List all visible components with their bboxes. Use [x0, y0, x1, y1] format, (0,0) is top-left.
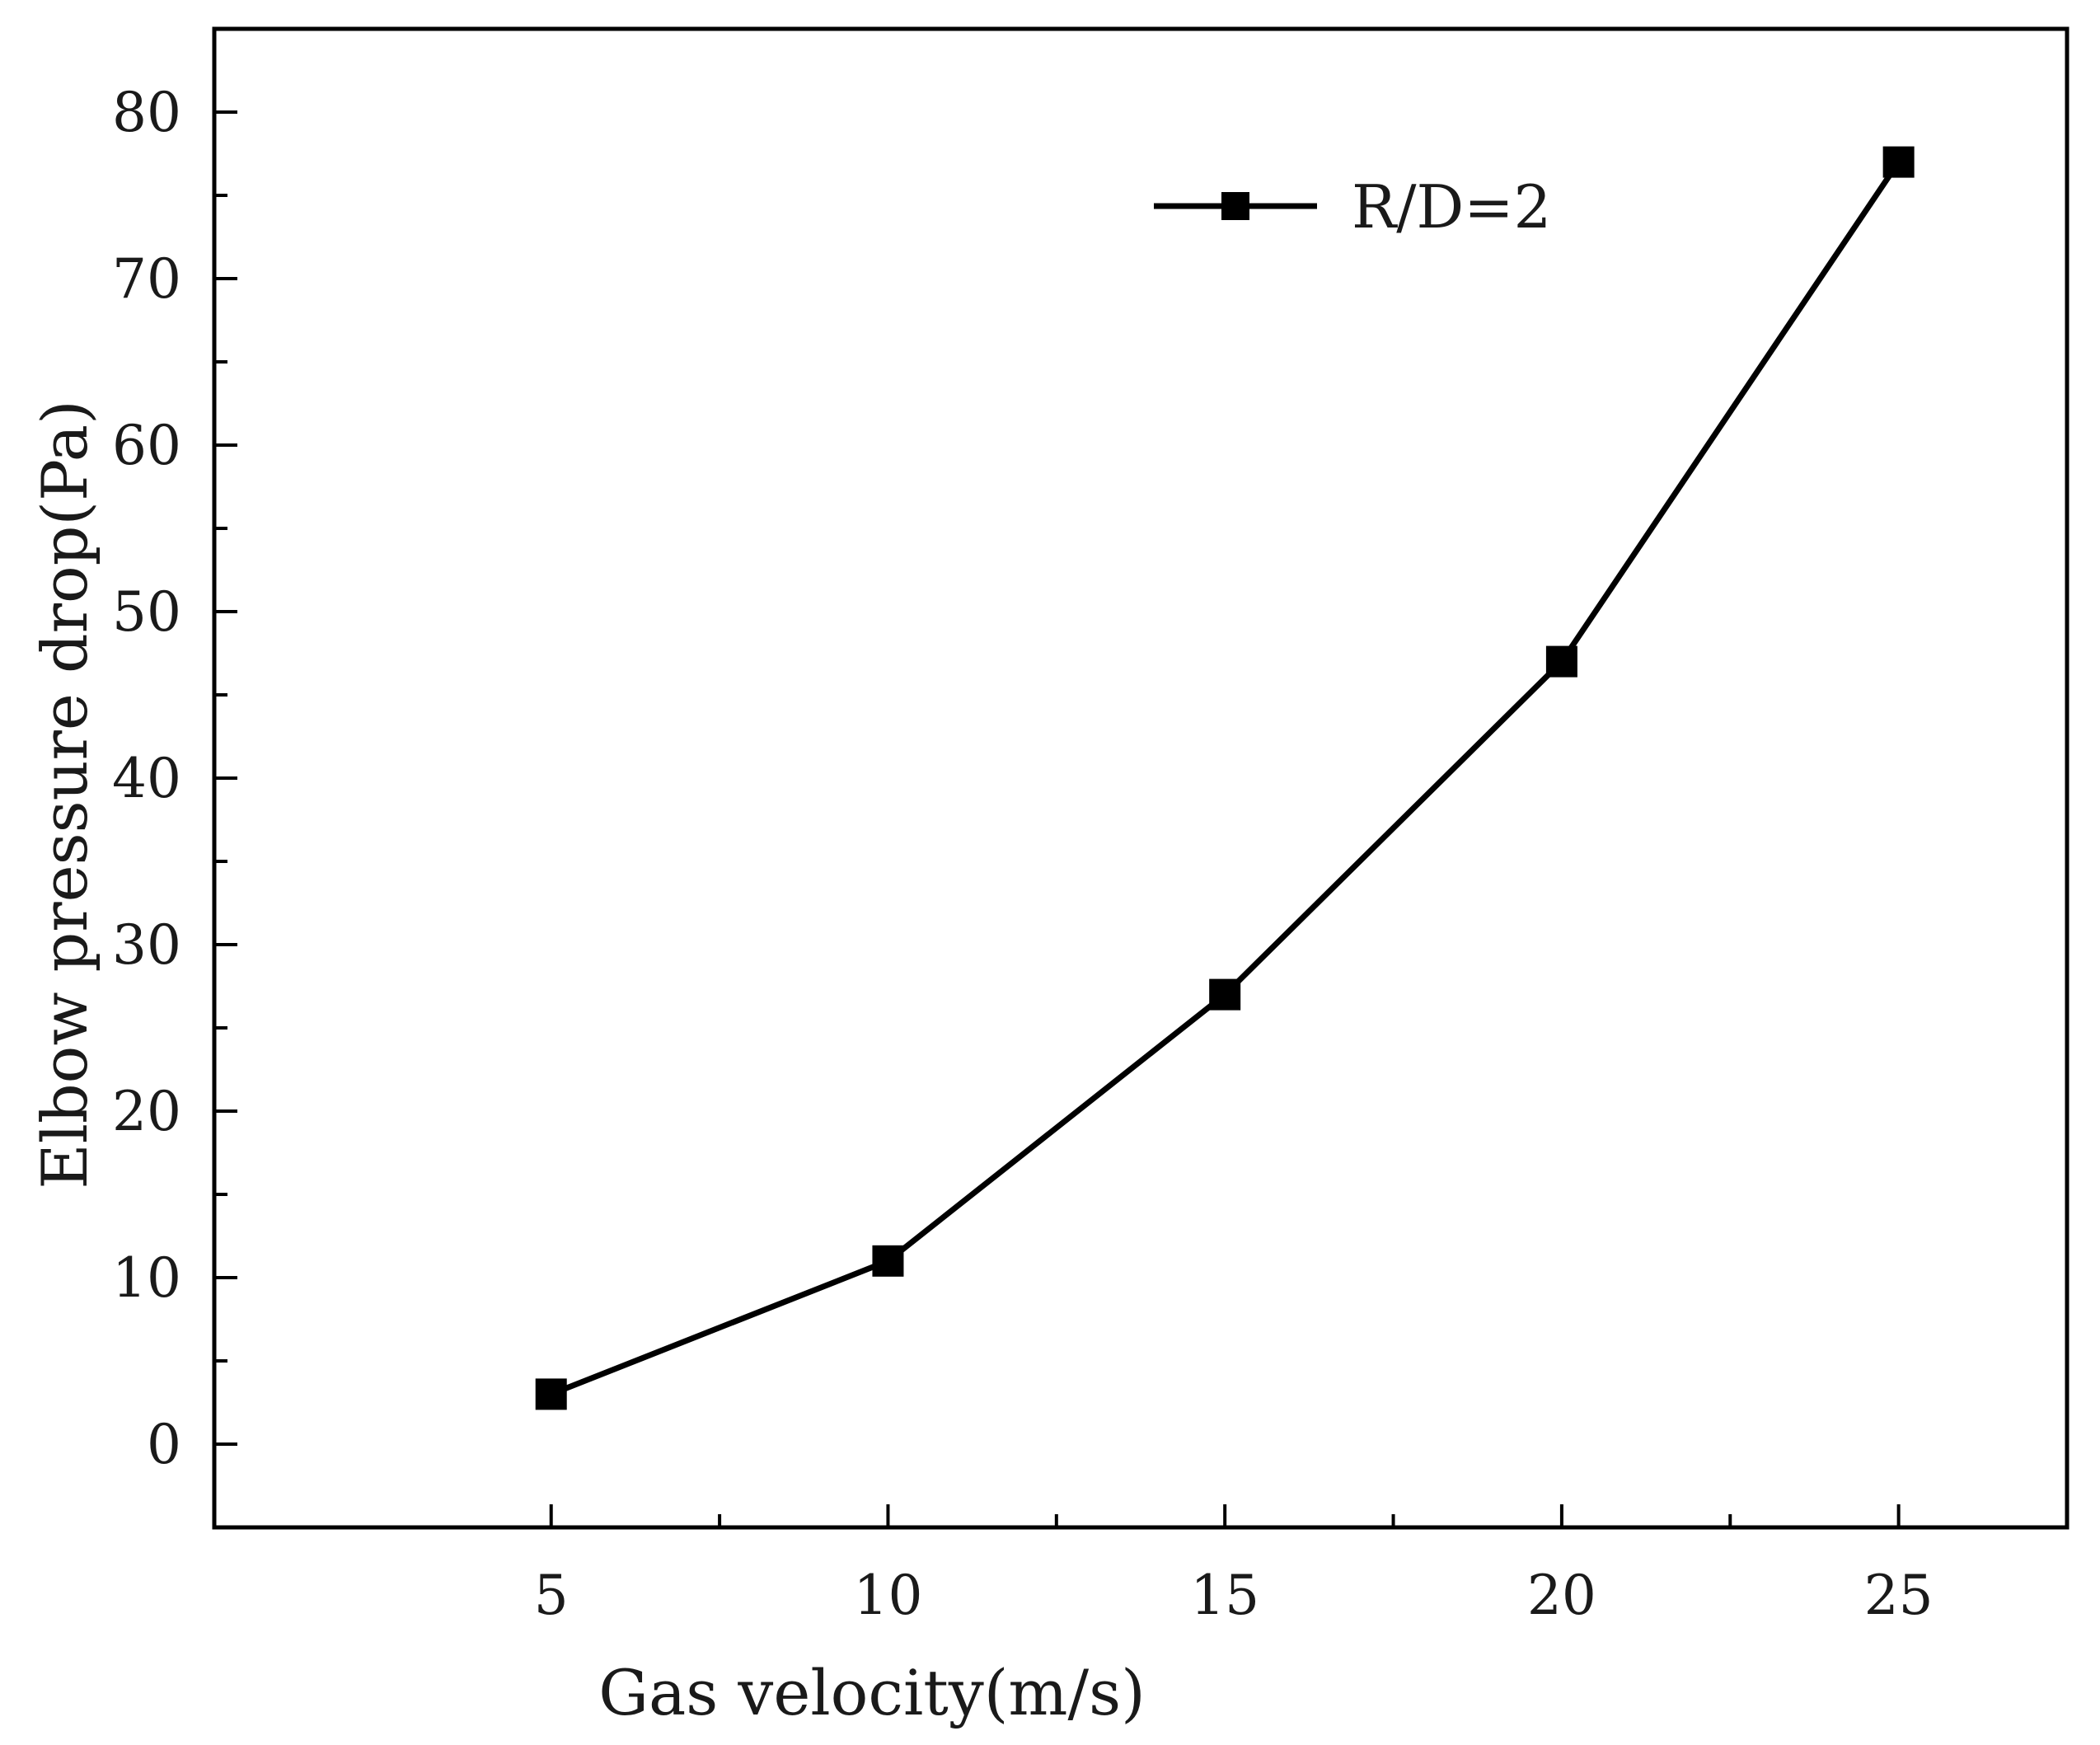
y-tick-label: 20: [112, 1080, 181, 1143]
y-tick-label: 50: [112, 580, 181, 644]
data-point-marker: [1882, 146, 1915, 178]
data-point-marker: [1209, 978, 1241, 1011]
plot-frame: [212, 26, 2070, 1530]
y-tick-label: 80: [112, 81, 181, 144]
y-tick-label: 40: [112, 747, 181, 810]
x-tick-label: 15: [1190, 1564, 1259, 1627]
legend-marker: [1221, 192, 1249, 220]
y-tick-label: 30: [112, 913, 181, 977]
x-tick-label: 25: [1864, 1564, 1934, 1627]
x-tick-label: 5: [534, 1564, 569, 1627]
y-tick-label: 10: [112, 1246, 181, 1310]
series-group: [535, 146, 1915, 1410]
x-tick-label: 10: [853, 1564, 922, 1627]
y-tick-label: 70: [112, 247, 181, 311]
data-point-marker: [872, 1245, 904, 1277]
y-tick-label: 0: [147, 1413, 181, 1476]
y-axis-ticks: 0 10 20 30 40 50 60 70 80: [112, 81, 237, 1476]
data-point-marker: [1545, 645, 1577, 678]
legend: R/D=2: [1154, 172, 1551, 242]
x-axis-ticks: 5 10 15 20 25: [534, 1504, 1934, 1627]
y-tick-label: 60: [112, 414, 181, 477]
legend-label: R/D=2: [1352, 172, 1551, 242]
data-point-marker: [535, 1378, 567, 1410]
x-tick-label: 20: [1527, 1564, 1596, 1627]
x-axis-title: Gas velocity(m/s): [598, 1656, 1145, 1729]
y-axis-title: Elbow pressure drop(Pa): [28, 400, 101, 1189]
series-line: [550, 160, 1901, 1397]
